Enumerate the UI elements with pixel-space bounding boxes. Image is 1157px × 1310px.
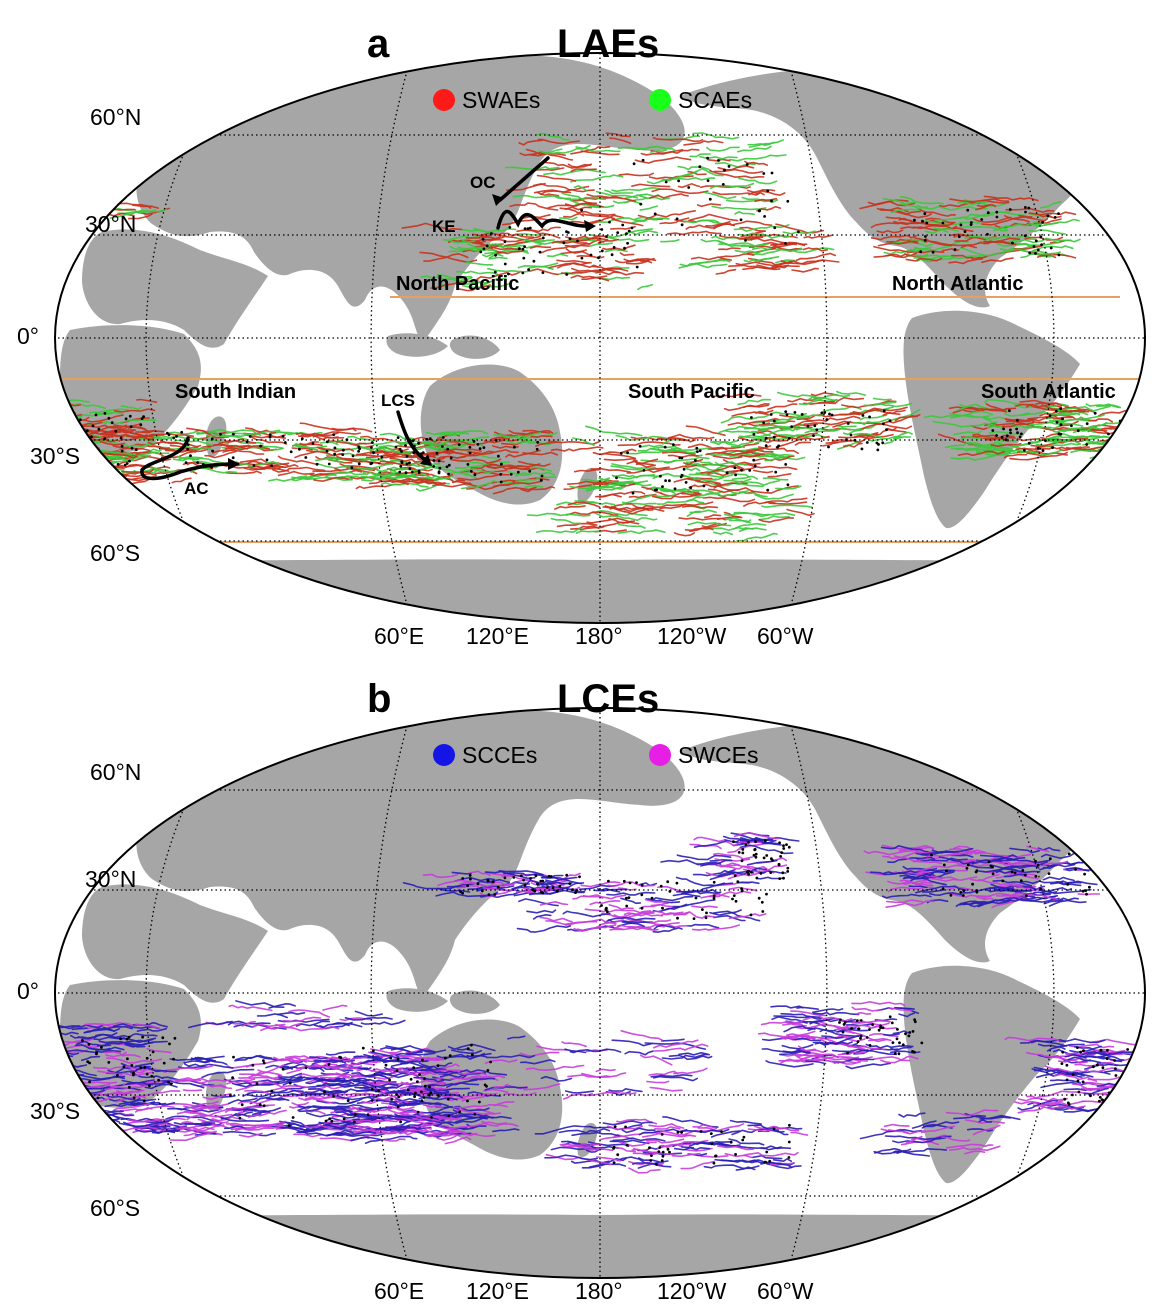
legend-swatch [649, 89, 671, 111]
arrow-heads [228, 194, 596, 470]
map-panel-a: a LAEs SWAEs SCAEs 60°N 30°N 0° 30°S 60°S 60°E 120… [17, 22, 1146, 649]
panel-a: a LAEs SWAEs SCAEs 60°N 30°N 0° 30°S 60°S 60°E 120… [17, 22, 1146, 649]
meridian-line [370, 53, 413, 623]
landmass [449, 335, 500, 359]
lcs-arrow [396, 410, 430, 464]
panel-letter: a [367, 22, 390, 66]
lat-label: 0° [17, 323, 39, 349]
landmass [449, 990, 500, 1014]
arrowhead [584, 220, 596, 232]
lon-label: 120°W [657, 623, 727, 649]
current-label: AC [184, 479, 209, 498]
arrowhead [228, 458, 240, 470]
lon-label: 180° [575, 623, 623, 649]
lon-label: 120°E [466, 623, 529, 649]
legend-swatch [433, 89, 455, 111]
legend-item: SWCEs [649, 742, 759, 768]
meridian-line [785, 53, 828, 623]
landmass [903, 965, 1080, 1184]
lon-label: 180° [575, 1278, 623, 1304]
lon-label: 60°E [374, 623, 424, 649]
landmass [955, 709, 1060, 775]
map-panel-b: b LCEs SCCEs SWCEs 60°N 30°N 0° 30°S 60°S 60°E 120… [17, 677, 1146, 1304]
landmass [60, 1214, 1140, 1278]
region-boundaries [60, 296, 1140, 543]
current-arrows [140, 156, 594, 481]
arrowhead [492, 194, 504, 206]
lon-label: 60°W [757, 623, 814, 649]
ke-arrow [496, 210, 594, 230]
region-label: South Atlantic [981, 381, 1116, 403]
landmass [136, 55, 685, 340]
lat-label: 60°N [90, 104, 141, 130]
ac-arrow [140, 436, 238, 481]
panel-title: LCEs [557, 677, 659, 721]
arrowhead [420, 454, 432, 466]
lon-label: 120°W [657, 1278, 727, 1304]
landmass [60, 559, 1140, 623]
legend-label: SCAEs [678, 87, 752, 113]
lat-label: 60°N [90, 759, 141, 785]
map-frame [54, 707, 1146, 1279]
legend-label: SWCEs [678, 742, 759, 768]
track-endpoints [80, 839, 1141, 1166]
landmass [386, 988, 448, 1012]
lat-label: 30°S [30, 443, 80, 469]
lon-label: 60°W [757, 1278, 814, 1304]
panel-b: b LCEs SCCEs SWCEs 60°N 30°N 0° 30°S 60°S 60°E 120… [0, 655, 1157, 1310]
meridian-line [785, 708, 828, 1278]
eddy-tracks [55, 132, 1141, 544]
legend-item: SWAEs [433, 87, 540, 113]
region-label: South Indian [175, 381, 296, 403]
oc-arrow [498, 156, 550, 202]
landmass [82, 229, 268, 348]
landmass [82, 884, 268, 1003]
lat-label: 30°S [30, 1098, 80, 1124]
legend-label: SWAEs [462, 87, 540, 113]
lat-label: 30°N [85, 866, 136, 892]
current-label: KE [432, 217, 456, 236]
landmass [386, 333, 448, 357]
landmass [136, 710, 685, 995]
current-label: OC [470, 173, 496, 192]
lat-label: 30°N [85, 211, 136, 237]
lat-label: 60°S [90, 540, 140, 566]
meridian-line [370, 708, 413, 1278]
region-label: North Pacific [396, 273, 519, 295]
map-frame [54, 52, 1146, 624]
region-label: South Pacific [628, 381, 755, 403]
legend-item: SCCEs [433, 742, 537, 768]
lon-label: 120°E [466, 1278, 529, 1304]
lon-label: 60°E [374, 1278, 424, 1304]
lat-label: 60°S [90, 1195, 140, 1221]
panel-title: LAEs [557, 22, 659, 66]
landmass [205, 1071, 227, 1112]
lat-label: 0° [17, 978, 39, 1004]
legend-label: SCCEs [462, 742, 537, 768]
landmass [955, 54, 1060, 120]
legend-item: SCAEs [649, 87, 752, 113]
current-label: LCS [381, 391, 415, 410]
legend-swatch [649, 744, 671, 766]
region-label: North Atlantic [892, 273, 1023, 295]
legend-swatch [433, 744, 455, 766]
panel-letter: b [367, 677, 391, 721]
